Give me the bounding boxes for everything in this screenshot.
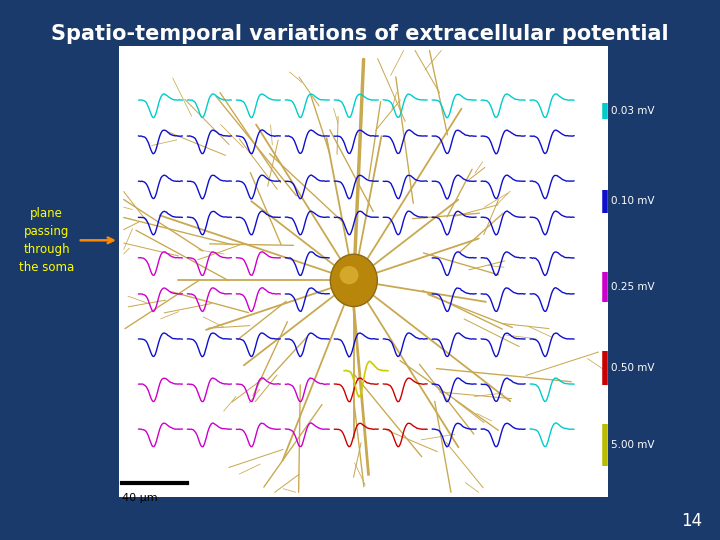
Text: 40 μm: 40 μm	[122, 493, 158, 503]
Text: plane
passing
through
the soma: plane passing through the soma	[19, 207, 74, 274]
Ellipse shape	[330, 254, 377, 307]
Ellipse shape	[340, 266, 359, 284]
Text: 14: 14	[681, 512, 702, 530]
Text: 5.00 mV: 5.00 mV	[611, 440, 654, 450]
Bar	[119, 46, 608, 497]
Text: 0.25 mV: 0.25 mV	[611, 282, 654, 292]
Text: 0.50 mV: 0.50 mV	[611, 363, 654, 373]
Text: 0.10 mV: 0.10 mV	[611, 197, 654, 206]
Text: Spatio-temporal variations of extracellular potential: Spatio-temporal variations of extracellu…	[51, 24, 669, 44]
Text: 0.03 mV: 0.03 mV	[611, 106, 654, 116]
